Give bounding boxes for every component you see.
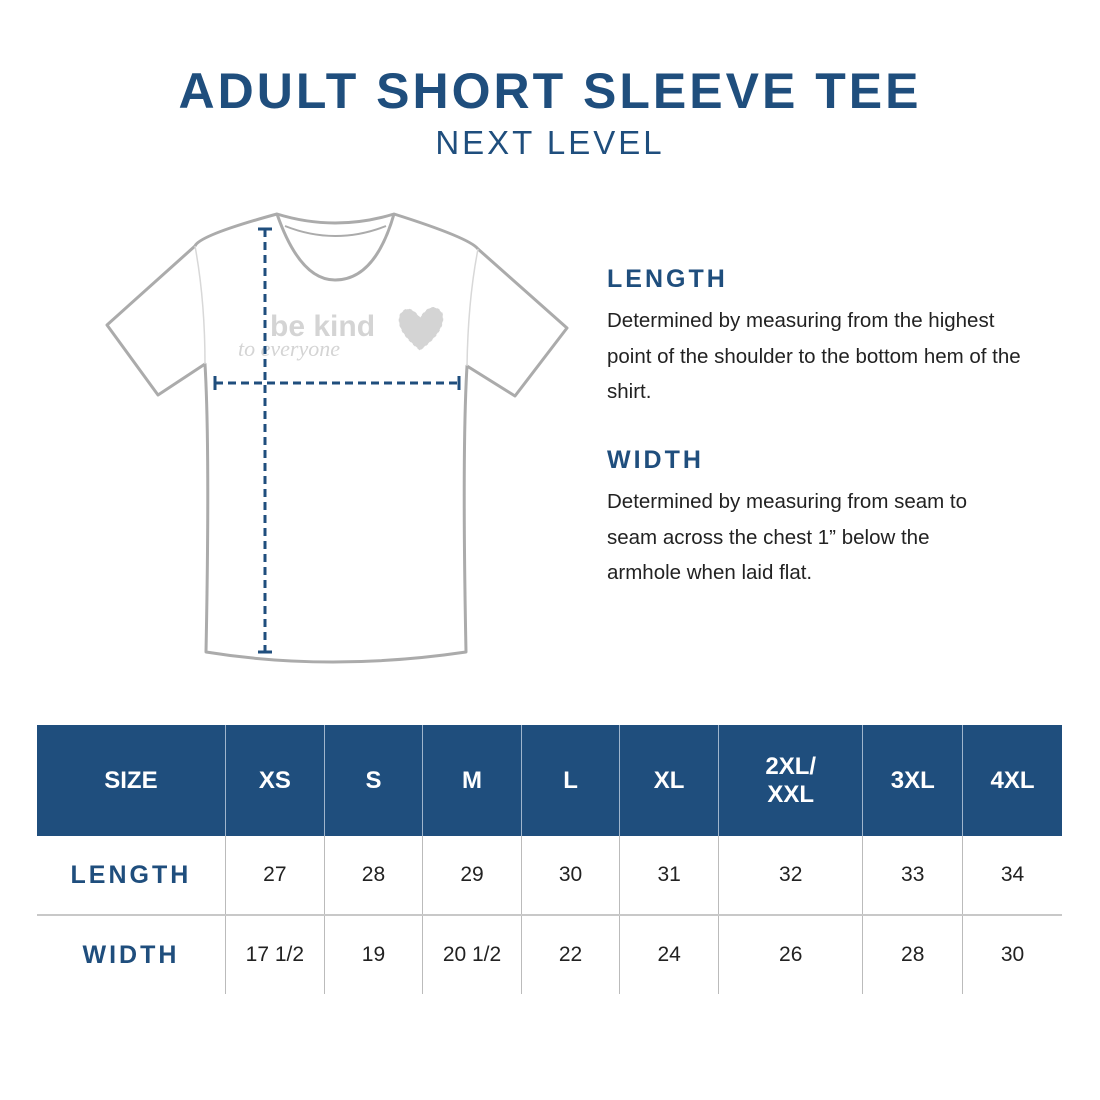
table-cell: 32 [718,836,863,916]
table-row: LENGTH 27 28 29 30 31 32 33 34 [37,836,1062,916]
print-text-to-everyone: to everyone [238,336,340,361]
table-cell: 31 [619,836,719,916]
table-cell: 29 [422,836,522,916]
table-cell: 30 [520,836,620,916]
collar [275,213,396,282]
header-cell: 2XL/ XXL [718,725,863,836]
heart-icon [398,307,444,351]
header-cell: S [323,725,423,836]
length-description: Determined by measuring from the highest… [607,309,1021,403]
header-cell: L [520,725,620,836]
header-cell: 3XL [862,725,963,836]
table-cell: 28 [323,836,423,916]
collar-inner [284,225,387,237]
table-cell: 27 [224,836,325,916]
table-cell: 19 [323,915,423,994]
page-title: ADULT SHORT SLEEVE TEE [178,63,922,119]
table-cell: 17 1/2 [224,915,325,994]
row-label: WIDTH [82,940,180,969]
print-text-be-kind: be kind [270,310,375,343]
length-heading: LENGTH [607,265,728,293]
table-cell: 26 [718,915,863,994]
tshirt-illustration: be kind to everyone [105,212,569,664]
table-cell: 30 [962,915,1062,994]
header-cell: XL [619,725,719,836]
table-cell: 22 [520,915,620,994]
header-cell: M [422,725,522,836]
table-cell: 34 [962,836,1062,916]
header-cell: 4XL [962,725,1062,836]
table-cell: 24 [619,915,719,994]
width-heading: WIDTH [607,446,704,474]
header-cell: XS [224,725,325,836]
table-cell: 20 1/2 [422,915,522,994]
header-cell: SIZE [37,725,226,836]
table-cell: 28 [862,915,963,994]
row-label: LENGTH [37,836,226,916]
table-cell: 33 [862,836,963,916]
size-chart-table: SIZE XS S M L XL 2XL/ XXL 3XL 4XL LENGTH… [37,725,1062,994]
table-row: WIDTH 17 1/2 19 20 1/2 22 24 26 28 30 [37,915,1062,994]
shirt-outline [105,212,569,664]
table-header-row: SIZE XS S M L XL 2XL/ XXL 3XL 4XL [37,725,1062,836]
brand-subtitle: NEXT LEVEL [435,124,665,161]
width-description: Determined by measuring from seam to sea… [607,490,968,584]
